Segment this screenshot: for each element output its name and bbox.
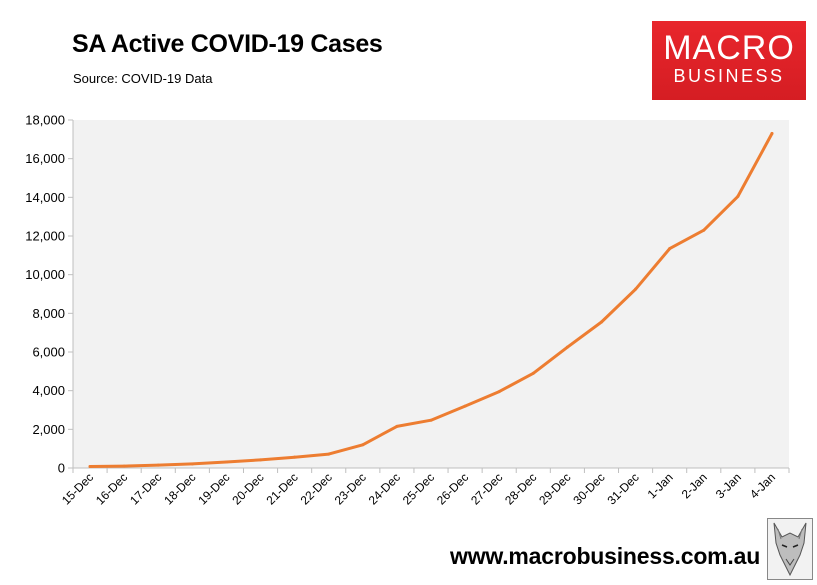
y-tick-label: 14,000 — [25, 190, 65, 205]
x-tick-label: 31-Dec — [604, 470, 641, 507]
data-point — [190, 462, 194, 466]
x-tick-label: 15-Dec — [59, 470, 96, 507]
y-tick-label: 0 — [58, 461, 65, 476]
y-tick-label: 6,000 — [32, 345, 65, 360]
chart-title: SA Active COVID-19 Cases — [72, 30, 383, 58]
x-tick-label: 26-Dec — [434, 470, 471, 507]
y-tick-label: 10,000 — [25, 267, 65, 282]
x-tick-label: 27-Dec — [468, 470, 505, 507]
data-point — [293, 455, 297, 459]
data-point — [429, 418, 433, 422]
wolf-icon — [767, 518, 813, 580]
x-tick-label: 21-Dec — [263, 470, 300, 507]
data-point — [122, 464, 126, 468]
data-point — [156, 463, 160, 467]
y-tick-label: 16,000 — [25, 151, 65, 166]
x-tick-label: 3-Jan — [713, 470, 744, 501]
macro-business-logo[interactable]: MACRO BUSINESS — [652, 21, 806, 100]
data-point — [395, 424, 399, 428]
data-point — [463, 404, 467, 408]
x-tick-label: 1-Jan — [645, 470, 676, 501]
x-tick-label: 16-Dec — [93, 470, 130, 507]
data-point — [770, 132, 774, 136]
x-tick-label: 29-Dec — [536, 470, 573, 507]
x-tick-label: 30-Dec — [570, 470, 607, 507]
y-tick-label: 8,000 — [32, 306, 65, 321]
plot-area — [73, 120, 789, 468]
x-tick-label: 25-Dec — [400, 470, 437, 507]
footer-url[interactable]: www.macrobusiness.com.au — [450, 543, 761, 569]
logo-line-macro: MACRO — [663, 29, 795, 67]
x-tick-label: 20-Dec — [229, 470, 266, 507]
x-tick-label: 19-Dec — [195, 470, 232, 507]
data-point — [736, 194, 740, 198]
y-tick-label: 12,000 — [25, 229, 65, 244]
x-tick-label: 23-Dec — [332, 470, 369, 507]
data-point — [224, 460, 228, 464]
data-point — [327, 452, 331, 456]
data-point — [599, 320, 603, 324]
x-tick-label: 2-Jan — [679, 470, 710, 501]
logo-line-business: BUSINESS — [673, 66, 785, 86]
data-point — [531, 371, 535, 375]
data-point — [259, 458, 263, 462]
data-point — [565, 345, 569, 349]
x-tick-label: 4-Jan — [747, 470, 778, 501]
chart-source: Source: COVID-19 Data — [73, 71, 213, 86]
data-point — [88, 464, 92, 468]
data-point — [668, 247, 672, 251]
data-point — [361, 443, 365, 447]
y-tick-label: 18,000 — [25, 113, 65, 128]
x-tick-label: 24-Dec — [366, 470, 403, 507]
x-tick-label: 18-Dec — [161, 470, 198, 507]
data-point — [497, 390, 501, 394]
data-point — [702, 228, 706, 232]
x-tick-label: 22-Dec — [298, 470, 335, 507]
data-point — [634, 287, 638, 291]
y-tick-label: 4,000 — [32, 383, 65, 398]
x-tick-label: 17-Dec — [127, 470, 164, 507]
x-tick-label: 28-Dec — [502, 470, 539, 507]
y-tick-label: 2,000 — [32, 422, 65, 437]
